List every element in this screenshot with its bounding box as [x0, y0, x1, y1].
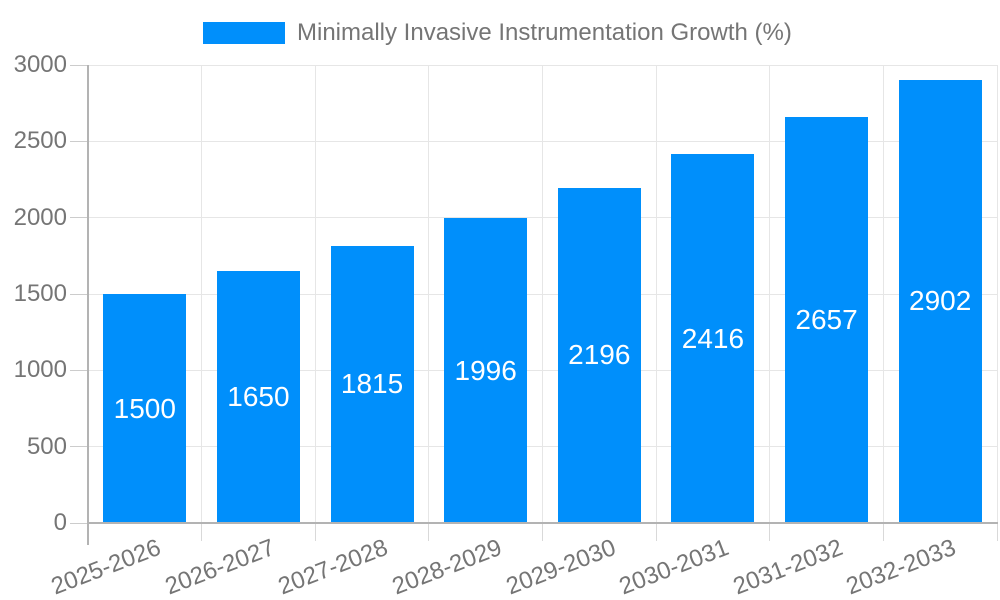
- x-axis-line: [87, 522, 998, 524]
- x-tick-label: 2029-2030: [502, 534, 619, 600]
- x-axis-tick: [314, 523, 316, 541]
- x-tick-label: 2031-2032: [729, 534, 847, 600]
- y-gridline: [88, 369, 998, 371]
- bar-value-label: 2902: [909, 285, 972, 317]
- x-gridline: [996, 65, 998, 523]
- y-gridline: [88, 446, 998, 448]
- y-axis-tick: [70, 369, 88, 371]
- y-tick-label: 2500: [13, 127, 67, 155]
- legend-swatch[interactable]: [203, 22, 285, 44]
- bar-value-label: 2657: [795, 304, 858, 336]
- x-tick-label: 2032-2033: [843, 534, 960, 600]
- bar[interactable]: [785, 117, 869, 522]
- y-axis-tick: [70, 522, 88, 524]
- legend-label[interactable]: Minimally Invasive Instrumentation Growt…: [297, 19, 792, 46]
- bar[interactable]: [898, 79, 982, 522]
- bar-value-label: 1815: [340, 368, 404, 400]
- y-tick-label: 500: [26, 432, 67, 460]
- y-tick-label: 2000: [13, 203, 67, 231]
- bar[interactable]: [103, 294, 187, 522]
- y-gridline: [88, 217, 998, 219]
- y-tick-label: 1000: [13, 356, 67, 384]
- bar[interactable]: [671, 154, 755, 522]
- x-gridline: [314, 65, 316, 523]
- x-axis-tick: [655, 523, 657, 541]
- x-axis-tick: [769, 523, 771, 541]
- x-gridline: [769, 65, 771, 523]
- x-gridline: [542, 65, 543, 523]
- bar-value-label: 1500: [113, 392, 176, 424]
- x-axis-tick: [201, 523, 203, 541]
- x-tick-label: 2030-2031: [615, 534, 733, 600]
- bar[interactable]: [216, 271, 300, 522]
- bar-value-label: 2416: [681, 322, 745, 354]
- y-axis-tick: [70, 217, 88, 219]
- bar-value-label: 1996: [454, 354, 517, 386]
- y-gridline: [88, 140, 998, 142]
- y-gridline: [88, 293, 998, 295]
- x-gridline: [882, 65, 884, 523]
- y-axis-tick: [70, 293, 88, 295]
- x-axis-tick: [882, 523, 884, 541]
- y-axis-tick: [70, 446, 88, 448]
- y-tick-label: 0: [53, 509, 67, 536]
- bar[interactable]: [557, 187, 641, 522]
- x-gridline: [655, 65, 657, 523]
- y-gridline: [88, 64, 998, 66]
- x-axis-tick: [428, 523, 430, 541]
- y-tick-label: 3000: [13, 51, 67, 78]
- x-tick-label: 2028-2029: [388, 534, 506, 600]
- x-axis-tick: [996, 523, 998, 541]
- y-axis-tick: [70, 140, 88, 142]
- x-gridline: [201, 65, 203, 523]
- x-tick-label: 2025-2026: [47, 534, 165, 600]
- x-axis-tick: [542, 523, 543, 541]
- y-tick-label: 1500: [13, 280, 67, 307]
- bar-value-label: 1650: [227, 381, 290, 413]
- y-axis-line: [87, 65, 89, 545]
- x-tick-label: 2026-2027: [161, 534, 279, 600]
- y-axis-tick: [70, 64, 88, 66]
- bar-value-label: 2196: [568, 339, 631, 371]
- bar[interactable]: [330, 245, 414, 522]
- bar[interactable]: [444, 218, 528, 522]
- x-tick-label: 2027-2028: [274, 534, 392, 600]
- x-gridline: [428, 65, 430, 523]
